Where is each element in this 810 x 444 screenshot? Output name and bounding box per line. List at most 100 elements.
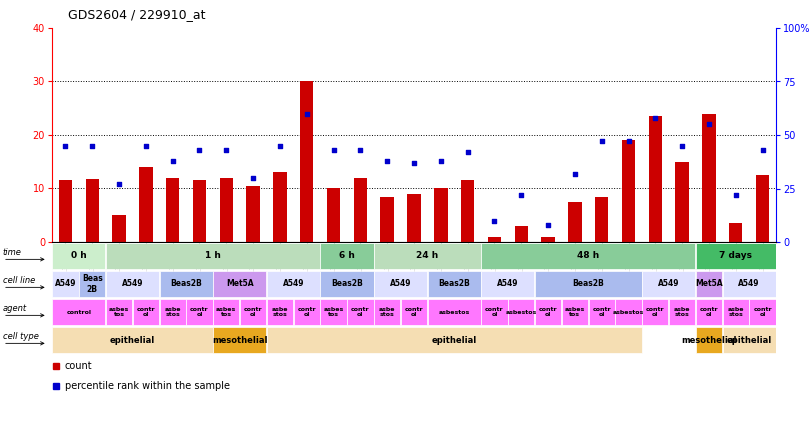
Text: GDS2604 / 229910_at: GDS2604 / 229910_at: [68, 8, 206, 21]
Bar: [434, 189, 447, 242]
Text: Beas2B: Beas2B: [331, 280, 363, 289]
Bar: [374, 270, 427, 297]
Point: [246, 174, 259, 181]
Point: [407, 159, 420, 166]
Text: contr
ol: contr ol: [485, 307, 504, 317]
Text: A549: A549: [658, 280, 680, 289]
Text: time: time: [3, 248, 22, 257]
Bar: [186, 298, 212, 325]
Point: [622, 138, 635, 145]
Bar: [568, 202, 582, 242]
Bar: [321, 298, 347, 325]
Bar: [723, 298, 749, 325]
Bar: [133, 298, 159, 325]
Point: [139, 142, 152, 149]
Bar: [220, 178, 233, 242]
Point: [113, 181, 126, 188]
Text: A549: A549: [390, 280, 411, 289]
Bar: [113, 215, 126, 242]
Bar: [541, 237, 555, 242]
Point: [649, 114, 662, 121]
Text: asbes
tos: asbes tos: [565, 307, 585, 317]
Text: contr
ol: contr ol: [297, 307, 316, 317]
Text: mesothelial: mesothelial: [212, 336, 267, 345]
Point: [274, 142, 287, 149]
Text: epithelial: epithelial: [432, 336, 477, 345]
Bar: [723, 270, 776, 297]
Text: 6 h: 6 h: [339, 251, 355, 261]
Bar: [160, 298, 185, 325]
Bar: [213, 326, 266, 353]
Bar: [53, 242, 105, 270]
Bar: [696, 326, 722, 353]
Text: contr
ol: contr ol: [244, 307, 262, 317]
Text: contr
ol: contr ol: [592, 307, 611, 317]
Bar: [649, 116, 662, 242]
Bar: [106, 298, 132, 325]
Text: asbe
stos: asbe stos: [379, 307, 395, 317]
Bar: [481, 270, 535, 297]
Bar: [321, 242, 373, 270]
Text: contr
ol: contr ol: [190, 307, 209, 317]
Bar: [407, 194, 420, 242]
Bar: [374, 298, 400, 325]
Point: [354, 147, 367, 154]
Bar: [595, 197, 608, 242]
Bar: [481, 298, 508, 325]
Bar: [374, 242, 481, 270]
Text: A549: A549: [54, 280, 76, 289]
Point: [542, 221, 555, 228]
Bar: [53, 326, 212, 353]
Bar: [53, 270, 79, 297]
Bar: [749, 298, 776, 325]
Text: Met5A: Met5A: [226, 280, 254, 289]
Bar: [461, 180, 475, 242]
Bar: [79, 270, 105, 297]
Bar: [327, 189, 340, 242]
Bar: [266, 326, 642, 353]
Point: [488, 217, 501, 224]
Text: control: control: [66, 309, 92, 314]
Bar: [729, 223, 743, 242]
Bar: [642, 298, 668, 325]
Text: mesothelial: mesothelial: [681, 336, 737, 345]
Text: asbe
stos: asbe stos: [674, 307, 690, 317]
Point: [327, 147, 340, 154]
Point: [729, 191, 742, 198]
Bar: [266, 298, 293, 325]
Bar: [723, 326, 776, 353]
Point: [461, 149, 474, 156]
Point: [702, 121, 715, 128]
Text: asbes
tos: asbes tos: [216, 307, 237, 317]
Bar: [266, 270, 320, 297]
Bar: [535, 298, 561, 325]
Text: contr
ol: contr ol: [700, 307, 718, 317]
Point: [220, 147, 232, 154]
Bar: [86, 179, 99, 242]
Text: contr
ol: contr ol: [137, 307, 156, 317]
Point: [434, 157, 447, 164]
Bar: [488, 237, 501, 242]
Text: Beas2B: Beas2B: [170, 280, 202, 289]
Bar: [300, 82, 313, 242]
Bar: [160, 270, 212, 297]
Bar: [669, 298, 695, 325]
Text: epithelial: epithelial: [727, 336, 772, 345]
Bar: [213, 298, 240, 325]
Point: [193, 147, 206, 154]
Text: count: count: [65, 361, 92, 371]
Bar: [293, 298, 320, 325]
Bar: [347, 298, 373, 325]
Bar: [508, 298, 535, 325]
Bar: [696, 298, 722, 325]
Bar: [139, 167, 152, 242]
Text: percentile rank within the sample: percentile rank within the sample: [65, 381, 230, 391]
Bar: [481, 242, 695, 270]
Text: A549: A549: [739, 280, 760, 289]
Text: epithelial: epithelial: [110, 336, 155, 345]
Bar: [354, 178, 367, 242]
Text: asbes
tos: asbes tos: [109, 307, 129, 317]
Bar: [589, 298, 615, 325]
Text: 48 h: 48 h: [578, 251, 599, 261]
Text: 24 h: 24 h: [416, 251, 438, 261]
